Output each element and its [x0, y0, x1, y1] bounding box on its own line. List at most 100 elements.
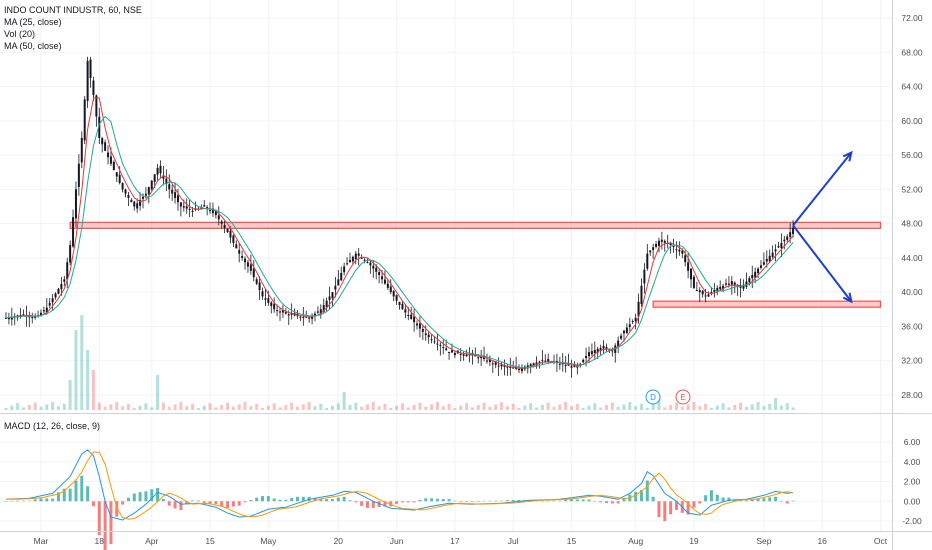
macd-histogram-bar [167, 501, 171, 506]
candle-body [220, 221, 223, 224]
candle-body [249, 264, 252, 271]
candle-body [89, 59, 92, 78]
candle-body [28, 316, 31, 318]
macd-histogram-bar [715, 494, 719, 502]
volume-bar [587, 405, 591, 410]
candle-body [652, 247, 655, 251]
candle-body [625, 327, 628, 333]
candle-body [687, 262, 690, 271]
volume-bar [126, 403, 130, 410]
macd-legend[interactable]: MACD (12, 26, close, 9) [4, 420, 100, 432]
candle-body [695, 290, 698, 292]
candle-body [319, 309, 322, 315]
candle-body [86, 60, 89, 101]
candle-body [681, 250, 684, 254]
macd-histogram-bar [4, 501, 8, 502]
earnings-marker[interactable]: E [675, 389, 691, 405]
volume-bar [231, 406, 235, 410]
macd-histogram-bar [581, 499, 585, 502]
projection-arrows[interactable] [792, 150, 853, 304]
time-axis[interactable]: Mar 18 Apr 15 May 20 Jun 17 Jul 15 Aug 19 Sep 16 Oct [34, 536, 888, 546]
candle-body [270, 302, 273, 307]
candle-body [430, 339, 433, 341]
main-legend[interactable]: INDO COUNT INDUSTR, 60, NSE MA (25, clos… [4, 4, 142, 52]
volume-bar [360, 406, 364, 410]
symbol-title[interactable]: INDO COUNT INDUSTR, 60, NSE [4, 5, 142, 15]
volume-bar [581, 408, 585, 410]
macd-histogram-bar [313, 498, 317, 502]
volume-bar [639, 403, 643, 410]
macd-histogram-bar [762, 498, 766, 502]
candle-body [281, 310, 284, 313]
macd-histogram-bar [103, 501, 107, 550]
macd-histogram-bar [727, 497, 731, 502]
candle-body [325, 300, 328, 308]
candle-body [398, 301, 401, 306]
volume-bar [488, 406, 492, 410]
macd-histogram-bar [657, 501, 661, 518]
candle-body [182, 206, 185, 208]
candle-body [453, 353, 456, 356]
volume-bar [535, 407, 539, 410]
price-tick-label: 28.00 [901, 390, 923, 400]
candle-body [719, 286, 722, 290]
candle-body [214, 211, 217, 216]
ma25-label[interactable]: MA (25, close) [4, 17, 62, 27]
candle-body [774, 249, 777, 252]
volume-bar [179, 402, 183, 410]
volume-bar [453, 408, 457, 410]
support-zone [652, 300, 882, 308]
candle-body [381, 276, 384, 280]
volume-bar [290, 402, 294, 410]
macd-histogram-bar [441, 499, 445, 502]
macd-histogram-bar [348, 500, 352, 502]
dividend-marker-label: D [650, 393, 656, 402]
candle-body [276, 310, 279, 312]
volume-bar [377, 406, 381, 410]
macd-histogram-bar [249, 500, 253, 502]
ma25-line [5, 97, 794, 369]
candle-body [678, 249, 681, 252]
macd-histogram-bar [284, 499, 288, 502]
volume-bar [10, 405, 14, 410]
candle-body [631, 321, 634, 323]
candle-body [139, 200, 142, 206]
candle-body [759, 265, 762, 268]
candle-body [491, 363, 494, 365]
volume-label[interactable]: Vol (20) [4, 29, 36, 39]
macd-histogram-bar [27, 500, 31, 502]
macd-histogram-bar [546, 500, 550, 502]
moving-averages [5, 97, 794, 369]
dividend-marker[interactable]: D [645, 389, 661, 405]
macd-histogram-bar [261, 496, 265, 502]
ma50-label[interactable]: MA (50, close) [4, 41, 62, 51]
zones[interactable] [69, 221, 882, 308]
macd-histogram-bar [768, 497, 772, 502]
macd-label[interactable]: MACD (12, 26, close, 9) [4, 421, 101, 431]
candle-body [532, 363, 535, 366]
candle-body [611, 350, 614, 352]
candle-body [704, 295, 707, 297]
candle-body [57, 288, 60, 294]
candle-body [716, 287, 719, 292]
candle-body [468, 354, 471, 356]
candle-body [200, 207, 203, 209]
candle-body [596, 348, 599, 353]
macd-axis[interactable]: 6.00 4.00 2.00 0.00 -2.00 [902, 437, 922, 526]
macd-pane [4, 449, 795, 550]
price-axis[interactable]: 72.00 68.00 64.00 60.00 56.00 52.00 48.00 44.00… [901, 13, 923, 400]
macd-histogram-bar [564, 499, 568, 502]
macd-histogram-bar [447, 499, 451, 502]
volume-bar [593, 403, 597, 410]
macd-histogram-bar [208, 501, 212, 505]
volume-bar [564, 402, 568, 410]
volume-bar [500, 402, 504, 410]
volume-bar [56, 406, 60, 410]
macd-histogram-bar [91, 501, 95, 507]
candle-body [209, 210, 212, 212]
volume-bar [721, 403, 725, 410]
candle-body [95, 95, 98, 117]
candle-body [646, 253, 649, 269]
candle-body [72, 217, 75, 247]
